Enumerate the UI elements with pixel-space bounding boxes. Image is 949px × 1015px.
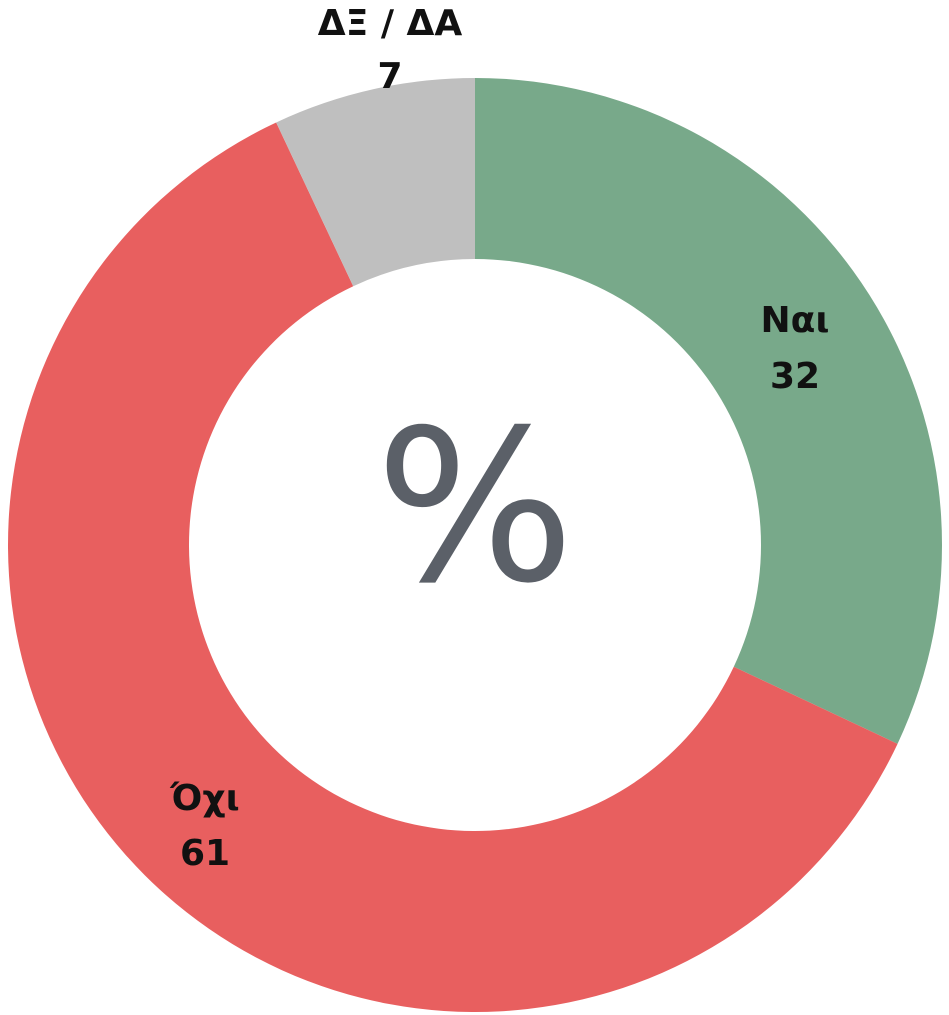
value-label: 32	[770, 356, 820, 397]
value-label: 61	[180, 833, 230, 874]
center-label: %	[375, 385, 575, 630]
slice-label: Όχι	[169, 778, 239, 819]
value-label: 7	[377, 56, 402, 97]
slice-label: Ναι	[761, 300, 830, 341]
slice-label: ΔΞ / ΔΑ	[318, 3, 463, 44]
slice	[475, 78, 942, 744]
slice	[276, 78, 475, 287]
slices	[7, 78, 942, 1013]
slice	[7, 122, 898, 1013]
